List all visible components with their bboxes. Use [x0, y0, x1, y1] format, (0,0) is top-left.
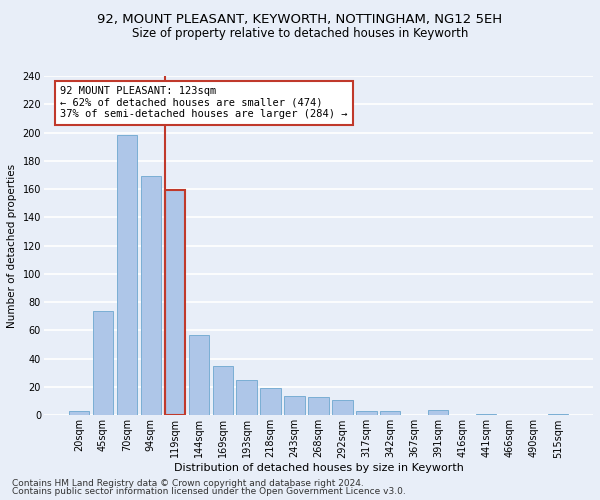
X-axis label: Distribution of detached houses by size in Keyworth: Distribution of detached houses by size …: [173, 463, 463, 473]
Bar: [93, 310, 113, 416]
Bar: [236, 380, 257, 416]
Bar: [260, 388, 281, 415]
Bar: [140, 176, 161, 416]
Text: 92, MOUNT PLEASANT, KEYWORTH, NOTTINGHAM, NG12 5EH: 92, MOUNT PLEASANT, KEYWORTH, NOTTINGHAM…: [97, 12, 503, 26]
Bar: [69, 411, 89, 416]
Text: Contains public sector information licensed under the Open Government Licence v3: Contains public sector information licen…: [12, 487, 406, 496]
Bar: [332, 400, 353, 415]
Text: Size of property relative to detached houses in Keyworth: Size of property relative to detached ho…: [132, 28, 468, 40]
Bar: [188, 334, 209, 415]
Bar: [380, 411, 400, 416]
Bar: [308, 397, 329, 415]
Bar: [117, 136, 137, 415]
Bar: [164, 190, 185, 416]
Y-axis label: Number of detached properties: Number of detached properties: [7, 164, 17, 328]
Bar: [476, 414, 496, 416]
Text: 92 MOUNT PLEASANT: 123sqm
← 62% of detached houses are smaller (474)
37% of semi: 92 MOUNT PLEASANT: 123sqm ← 62% of detac…: [61, 86, 348, 120]
Bar: [356, 411, 377, 416]
Text: Contains HM Land Registry data © Crown copyright and database right 2024.: Contains HM Land Registry data © Crown c…: [12, 478, 364, 488]
Bar: [284, 396, 305, 415]
Bar: [428, 410, 448, 416]
Bar: [212, 366, 233, 416]
Bar: [548, 414, 568, 416]
